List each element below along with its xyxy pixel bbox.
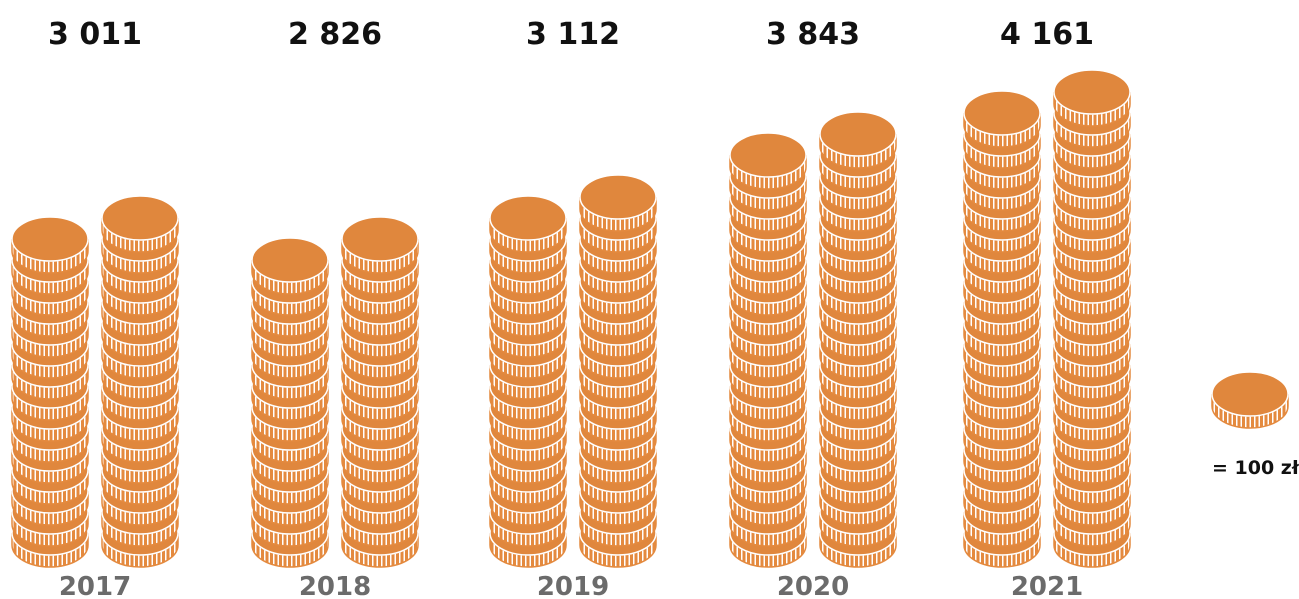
coin-column-2020-2 [819, 111, 897, 568]
coin-group-2019 [489, 174, 657, 568]
value-labels: 3 011 2 826 3 112 3 843 4 161 [48, 17, 1094, 52]
coin [251, 237, 329, 295]
value-label: 4 161 [1000, 17, 1094, 52]
coin-column-2017-1 [11, 216, 89, 568]
coin-column-2017-2 [101, 195, 179, 568]
coin [579, 174, 657, 232]
coin-column-2019-2 [579, 174, 657, 568]
coin-stacks [11, 69, 1131, 568]
coin-column-2019-1 [489, 195, 567, 568]
coin-group-2020 [729, 111, 897, 568]
coin-group-2018 [251, 216, 419, 568]
coin-column-2018-1 [251, 237, 329, 568]
year-labels: 2017 2018 2019 2020 2021 [59, 572, 1083, 599]
coin [1053, 69, 1131, 127]
year-label: 2020 [777, 572, 849, 599]
coin [489, 195, 567, 253]
coin-column-2018-2 [341, 216, 419, 568]
coin-group-2017 [11, 195, 179, 568]
coin [729, 132, 807, 190]
coin-column-2021-2 [1053, 69, 1131, 568]
year-label: 2021 [1011, 572, 1083, 599]
value-label: 3 112 [526, 17, 620, 52]
coin [341, 216, 419, 274]
legend-coin-icon [1211, 371, 1289, 429]
legend: = 100 zł [1211, 371, 1299, 479]
value-label: 2 826 [288, 17, 382, 52]
year-label: 2017 [59, 572, 131, 599]
value-label: 3 843 [766, 17, 860, 52]
legend-label: = 100 zł [1212, 457, 1299, 479]
coin-column-2020-1 [729, 132, 807, 568]
legend-coin [1211, 371, 1289, 429]
year-label: 2018 [299, 572, 371, 599]
year-label: 2019 [537, 572, 609, 599]
coin [963, 90, 1041, 148]
coin-group-2021 [963, 69, 1131, 568]
coin [819, 111, 897, 169]
coin-column-2021-1 [963, 90, 1041, 568]
coin [101, 195, 179, 253]
value-label: 3 011 [48, 17, 142, 52]
coin [11, 216, 89, 274]
